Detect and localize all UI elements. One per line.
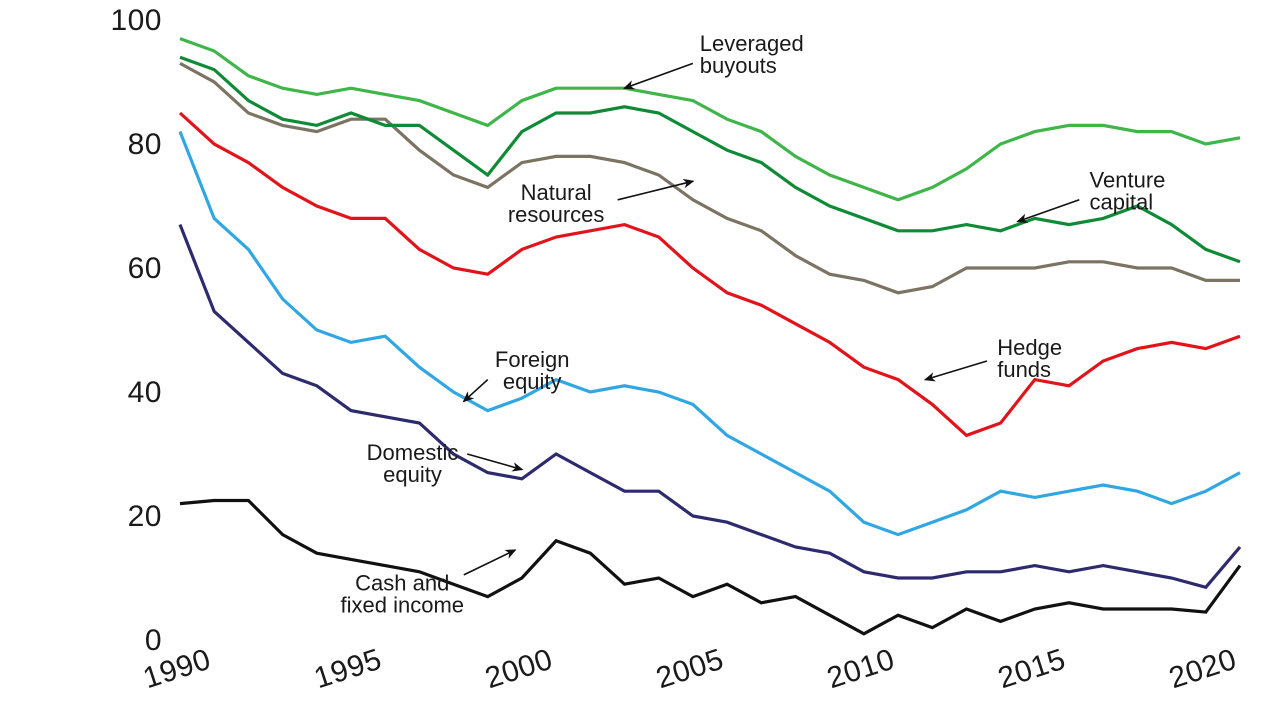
annotation-arrow-foreign_equity <box>464 380 488 402</box>
x-tick-label: 2000 <box>481 643 557 696</box>
annotation-arrow-hedge_funds <box>925 361 987 380</box>
series-label-foreign_equity: Foreignequity <box>495 347 570 394</box>
y-tick-label: 60 <box>128 252 162 285</box>
series-label-domestic_equity: Domesticequity <box>367 440 459 487</box>
series-label-hedge_funds: Hedgefunds <box>997 335 1062 382</box>
y-tick-label: 80 <box>128 128 162 161</box>
series-line-natural_resources <box>180 63 1240 292</box>
y-tick-label: 0 <box>145 624 162 657</box>
y-tick-label: 40 <box>128 376 162 409</box>
x-tick-label: 1995 <box>310 643 386 696</box>
y-tick-label: 100 <box>110 4 162 37</box>
series-line-foreign_equity <box>180 132 1240 535</box>
series-label-natural_resources: Naturalresources <box>508 180 605 227</box>
allocation-line-chart: 020406080100 199019952000200520102015202… <box>0 0 1280 720</box>
series-label-cash: Cash andfixed income <box>341 570 465 617</box>
x-tick-label: 2020 <box>1165 643 1241 696</box>
series-label-leveraged_buyouts: Leveragedbuyouts <box>700 31 804 78</box>
annotation-arrow-leveraged_buyouts <box>625 63 693 88</box>
x-tick-label: 2005 <box>652 643 728 696</box>
annotation-arrow-cash <box>464 550 515 575</box>
series-label-venture_capital: Venturecapital <box>1090 167 1166 214</box>
y-tick-label: 20 <box>128 500 162 533</box>
annotation-arrow-venture_capital <box>1018 200 1080 222</box>
x-tick-label: 2015 <box>994 643 1070 696</box>
series-line-venture_capital <box>180 57 1240 262</box>
series-line-hedge_funds <box>180 113 1240 435</box>
x-tick-label: 2010 <box>823 643 899 696</box>
